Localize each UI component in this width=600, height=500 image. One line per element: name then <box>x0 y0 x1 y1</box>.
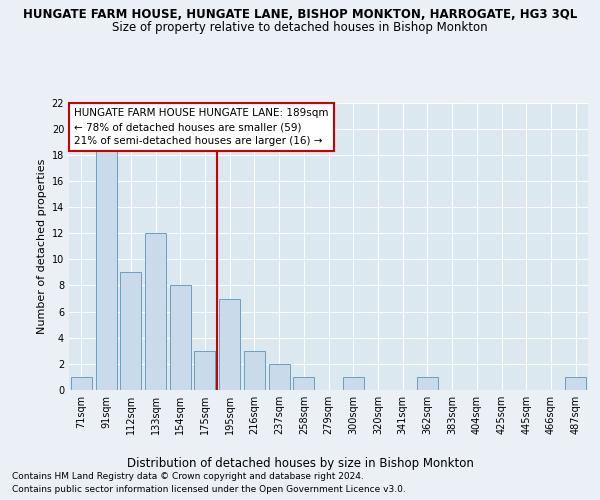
Text: Contains public sector information licensed under the Open Government Licence v3: Contains public sector information licen… <box>12 485 406 494</box>
Bar <box>170 286 191 390</box>
Bar <box>244 351 265 390</box>
Bar <box>71 377 92 390</box>
Text: HUNGATE FARM HOUSE, HUNGATE LANE, BISHOP MONKTON, HARROGATE, HG3 3QL: HUNGATE FARM HOUSE, HUNGATE LANE, BISHOP… <box>23 8 577 20</box>
Bar <box>565 377 586 390</box>
Bar <box>219 298 240 390</box>
Bar <box>293 377 314 390</box>
Text: Contains HM Land Registry data © Crown copyright and database right 2024.: Contains HM Land Registry data © Crown c… <box>12 472 364 481</box>
Text: HUNGATE FARM HOUSE HUNGATE LANE: 189sqm
← 78% of detached houses are smaller (59: HUNGATE FARM HOUSE HUNGATE LANE: 189sqm … <box>74 108 329 146</box>
Bar <box>95 142 116 390</box>
Y-axis label: Number of detached properties: Number of detached properties <box>37 158 47 334</box>
Text: Distribution of detached houses by size in Bishop Monkton: Distribution of detached houses by size … <box>127 458 473 470</box>
Bar <box>194 351 215 390</box>
Bar <box>120 272 141 390</box>
Bar <box>417 377 438 390</box>
Bar <box>343 377 364 390</box>
Text: Size of property relative to detached houses in Bishop Monkton: Size of property relative to detached ho… <box>112 21 488 34</box>
Bar <box>269 364 290 390</box>
Bar <box>145 233 166 390</box>
